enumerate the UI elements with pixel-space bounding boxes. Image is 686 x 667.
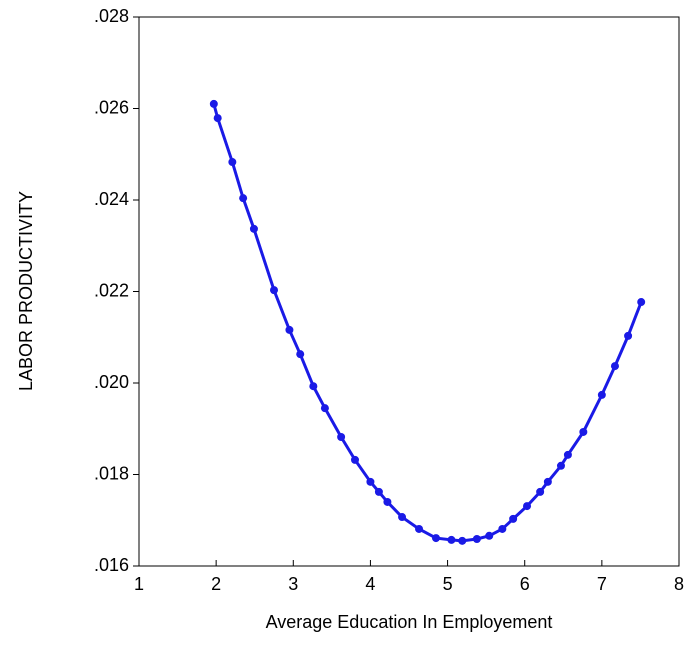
y-axis-label: LABOR PRODUCTIVITY [16, 191, 36, 391]
plot-frame [138, 16, 680, 567]
data-point [320, 404, 329, 413]
data-point [472, 535, 481, 544]
data-line [212, 103, 643, 543]
data-point [383, 497, 392, 506]
data-point [624, 331, 633, 340]
x-axis-label: Average Education In Employement [266, 612, 553, 632]
x-tick-label: 7 [597, 574, 607, 594]
data-point [285, 325, 294, 334]
data-point [556, 461, 565, 470]
data-point [485, 531, 494, 540]
data-point [228, 158, 237, 167]
data-point [213, 114, 222, 123]
y-tick-label: .026 [94, 97, 129, 117]
data-point [296, 350, 305, 359]
data-point [563, 450, 572, 459]
data-point [458, 536, 467, 545]
x-tick-label: 8 [674, 574, 684, 594]
data-point [209, 99, 218, 108]
y-tick-label: .022 [94, 280, 129, 300]
data-point [610, 362, 619, 371]
data-point [351, 455, 359, 464]
x-tick-label: 4 [365, 574, 375, 594]
data-point [498, 524, 507, 533]
data-point [249, 224, 258, 233]
data-point [374, 487, 383, 496]
data-point [309, 382, 318, 391]
data-point [509, 514, 518, 523]
y-tick-label: .028 [94, 6, 129, 26]
x-tick-label: 2 [211, 574, 221, 594]
data-point [432, 534, 440, 543]
y-tick-label: .024 [94, 189, 129, 209]
y-tick-label: .016 [94, 555, 129, 575]
data-point [398, 513, 407, 522]
data-point [597, 390, 606, 399]
x-tick-label: 6 [520, 574, 530, 594]
data-point [523, 502, 532, 511]
data-point [536, 487, 545, 496]
x-tick-label: 5 [443, 574, 453, 594]
x-tick-label: 3 [288, 574, 298, 594]
y-tick-label: .018 [94, 463, 129, 483]
data-point [447, 535, 456, 544]
data-point [543, 477, 552, 486]
data-point [270, 286, 278, 295]
y-tick-label: .020 [94, 372, 129, 392]
data-point [637, 298, 646, 307]
data-point [579, 427, 588, 436]
data-point [239, 194, 248, 203]
data-point [415, 524, 424, 533]
data-point [337, 432, 346, 441]
data-point [366, 477, 375, 486]
x-tick-label: 1 [134, 574, 144, 594]
